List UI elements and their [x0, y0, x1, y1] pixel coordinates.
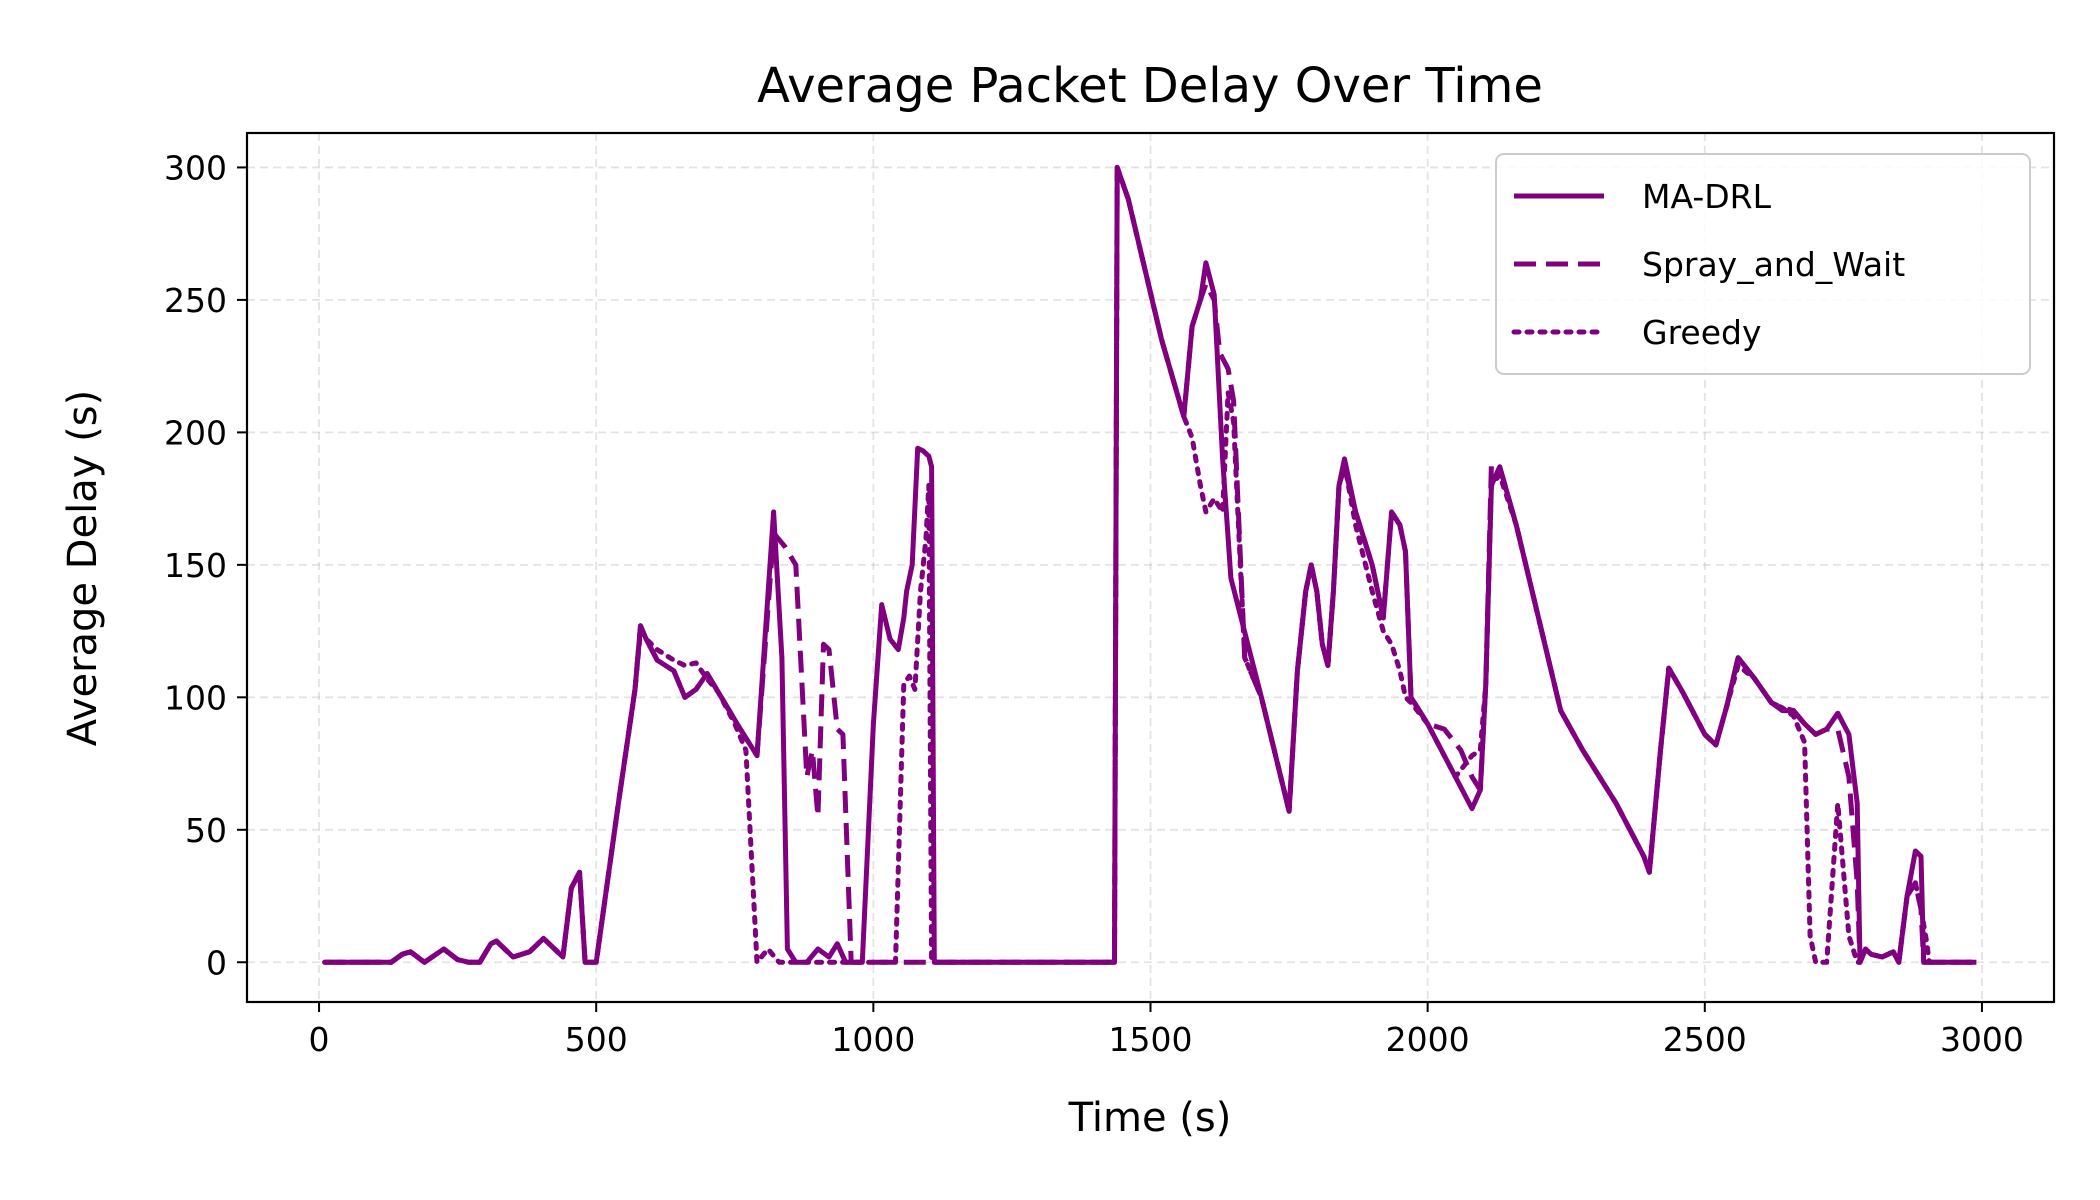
x-tick-label: 1000 — [831, 1020, 915, 1059]
chart-title: Average Packet Delay Over Time — [757, 58, 1543, 114]
y-tick-label: 100 — [164, 678, 227, 717]
legend-label: MA-DRL — [1642, 177, 1772, 216]
x-tick-label: 0 — [309, 1020, 330, 1059]
y-tick-label: 300 — [164, 148, 227, 187]
y-tick-label: 200 — [164, 413, 227, 452]
series-lines — [322, 164, 1979, 965]
y-axis-ticks: 0 50 100 150 200 250 300 — [164, 148, 247, 982]
x-tick-label: 2500 — [1663, 1020, 1747, 1059]
y-tick-label: 150 — [164, 546, 227, 585]
legend-label: Spray_and_Wait — [1642, 245, 1905, 284]
legend-label: Greedy — [1642, 313, 1762, 352]
series-line-ma-drl — [324, 164, 1977, 965]
x-tick-label: 1500 — [1109, 1020, 1193, 1059]
legend-box — [1495, 153, 2031, 375]
y-tick-label: 50 — [185, 811, 227, 850]
x-axis-label: Time (s) — [1068, 1095, 1232, 1141]
x-axis-ticks: 0 500 1000 1500 2000 2500 3000 — [309, 1002, 2024, 1059]
y-axis-label: Average Delay (s) — [60, 390, 106, 746]
y-tick-label: 250 — [164, 281, 227, 320]
x-tick-label: 2000 — [1386, 1020, 1470, 1059]
x-tick-label: 3000 — [1940, 1020, 2024, 1059]
y-tick-label: 0 — [206, 943, 227, 982]
grid — [247, 133, 2054, 1002]
legend: MA-DRL Spray_and_Wait Greedy — [1495, 153, 2031, 375]
x-tick-label: 500 — [565, 1020, 628, 1059]
